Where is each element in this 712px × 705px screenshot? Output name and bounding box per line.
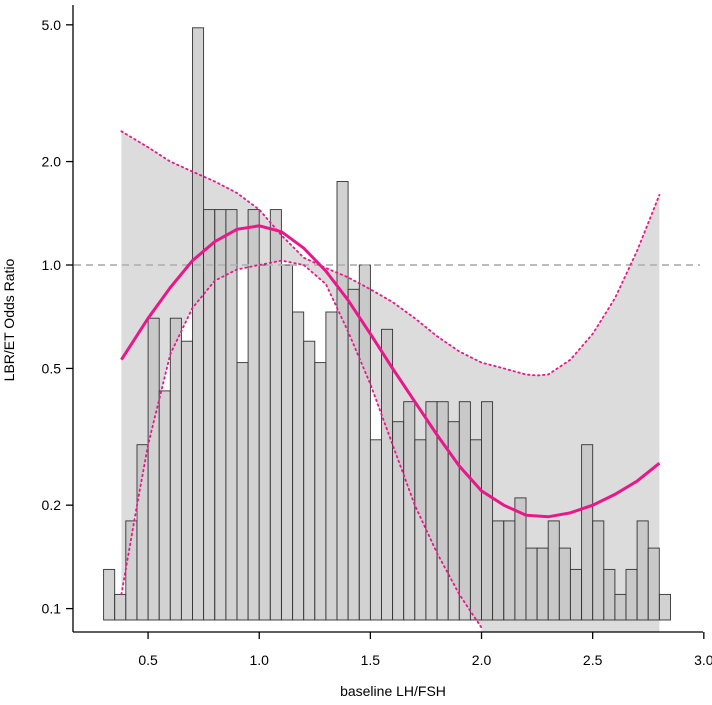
histogram-bar: [647, 547, 660, 621]
histogram-bar: [581, 444, 594, 621]
histogram-bar: [303, 340, 316, 621]
histogram-bar: [469, 439, 482, 621]
fitted-curve: [120, 224, 661, 519]
histogram-bar: [436, 401, 449, 621]
histogram-bar: [481, 401, 494, 621]
y-tick-label: 0.5: [42, 360, 62, 376]
histogram-bar: [180, 340, 193, 621]
histogram-bar-layer: [103, 27, 671, 621]
histogram-bar: [158, 390, 171, 621]
histogram-bar: [569, 568, 582, 621]
histogram-bar: [603, 568, 616, 621]
histogram-bar: [458, 401, 471, 621]
x-tick-label: 3.0: [694, 652, 712, 668]
histogram-bar: [614, 593, 627, 621]
histogram-bar: [147, 317, 160, 621]
x-tick-label: 0.5: [138, 652, 158, 668]
y-tick-label: 1.0: [42, 257, 62, 273]
histogram-bar: [514, 497, 527, 621]
histogram-bar: [525, 547, 538, 621]
histogram-bar: [169, 317, 182, 621]
histogram-bar: [636, 520, 649, 621]
histogram-bar: [658, 593, 671, 621]
histogram-bar: [414, 439, 427, 621]
y-tick-label: 2.0: [42, 154, 62, 170]
y-tick-label: 0.2: [42, 497, 62, 513]
histogram-bar: [214, 209, 227, 621]
x-tick-label: 1.5: [361, 652, 381, 668]
histogram-bar: [103, 568, 116, 621]
histogram-bar: [203, 209, 216, 621]
ci-lower-curve: [120, 259, 483, 629]
x-tick-label: 2.5: [583, 652, 603, 668]
curve-layer: [120, 130, 661, 629]
histogram-bar: [225, 209, 238, 621]
histogram-bar: [236, 362, 249, 621]
histogram-bar: [547, 520, 560, 621]
histogram-bar: [281, 264, 294, 621]
x-tick-label: 1.0: [249, 652, 269, 668]
histogram-bar: [403, 401, 416, 621]
x-axis-title: baseline LH/FSH: [340, 683, 446, 699]
histogram-bar: [258, 264, 271, 621]
histogram-bar: [592, 520, 605, 621]
histogram-bar: [492, 520, 505, 621]
histogram-bar: [314, 362, 327, 621]
histogram-bar: [558, 547, 571, 621]
histogram-bar: [381, 328, 394, 621]
histogram-bar: [114, 593, 127, 621]
y-tick-label: 5.0: [42, 17, 62, 33]
histogram-bar: [292, 311, 305, 621]
histogram-bar: [625, 568, 638, 621]
histogram-bar: [192, 27, 205, 621]
histogram-bar: [269, 209, 282, 621]
y-tick-label: 0.1: [42, 601, 62, 617]
histogram-bar: [325, 311, 338, 621]
histogram-bar: [536, 547, 549, 621]
y-axis-title: LBR/ET Odds Ratio: [1, 258, 17, 381]
ci-upper-curve: [120, 130, 661, 377]
x-tick-label: 2.0: [472, 652, 492, 668]
histogram-bar: [347, 288, 360, 621]
histogram-bar: [247, 209, 260, 621]
histogram-bar: [369, 439, 382, 621]
axis-layer: 0.1 0.2 0.5 1.0 2.0 5.0 0.5 1.0 1.5 2.0 2.5 3.0: [42, 5, 712, 668]
histogram-bar: [503, 520, 516, 621]
histogram-bar: [336, 181, 349, 621]
